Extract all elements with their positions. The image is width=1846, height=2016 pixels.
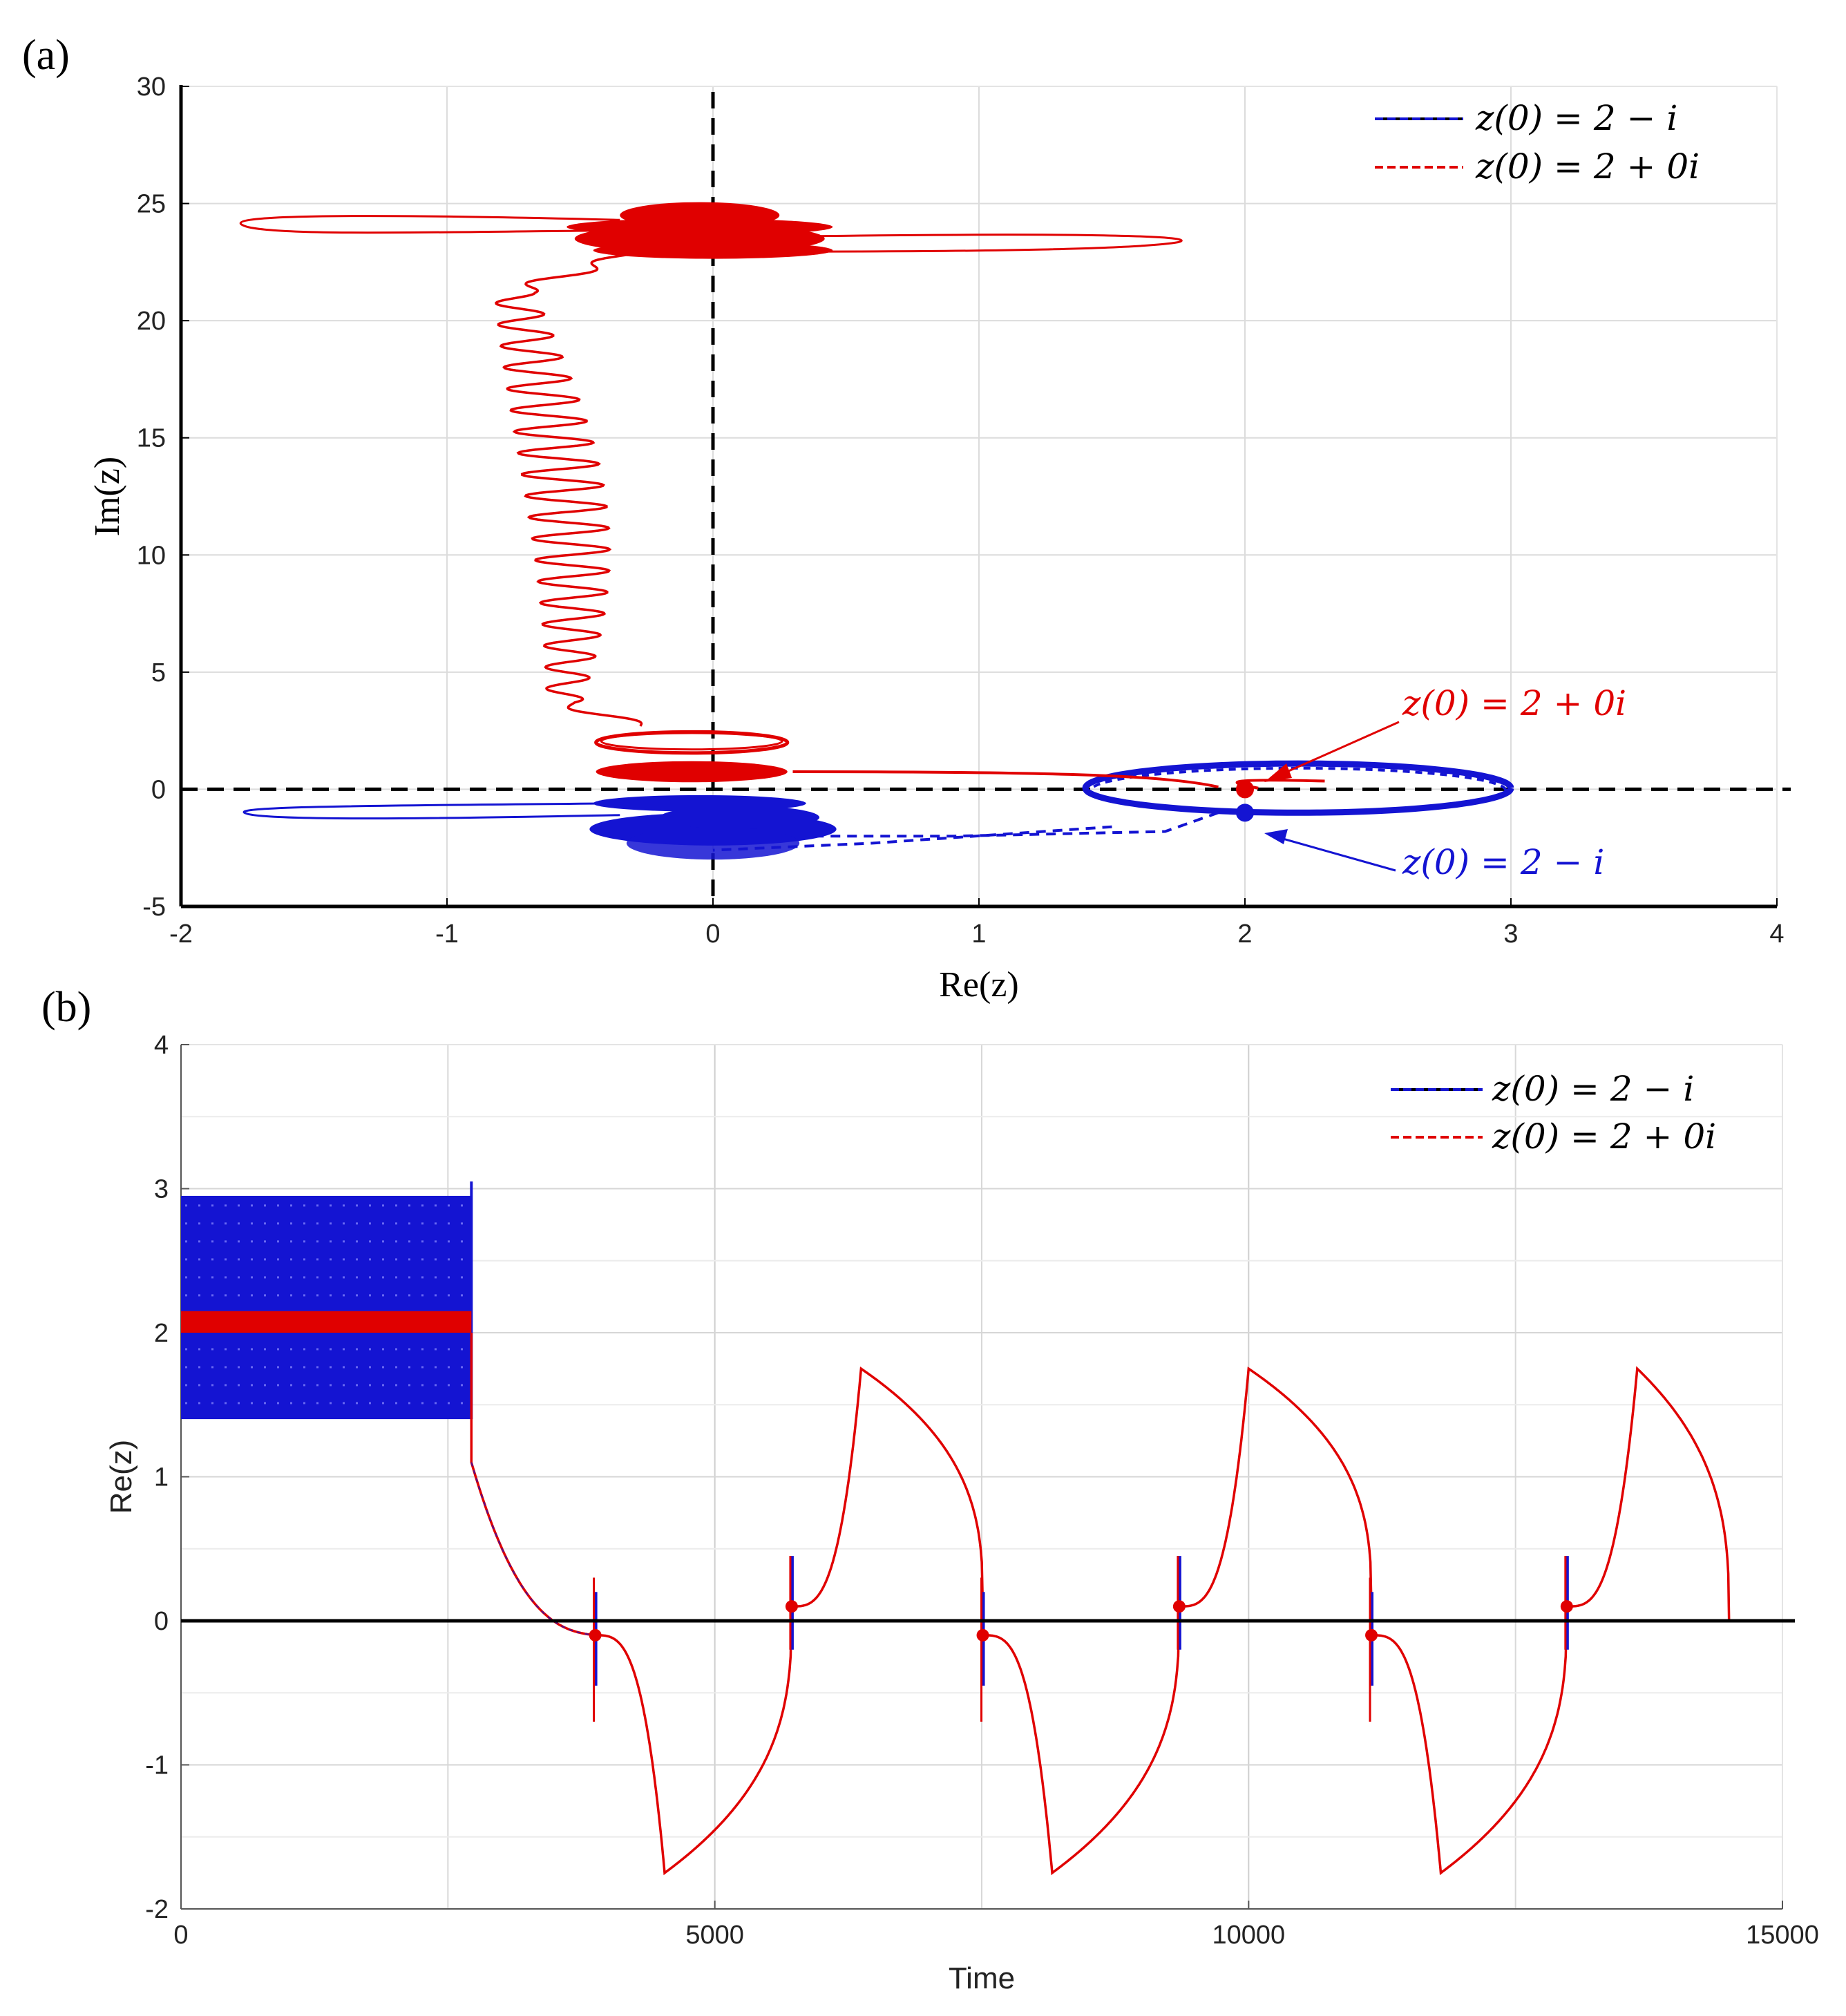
real-part-time-series-plot: (b) 0 5000 10000 15000 -2 -1 0 1 2 3 4 Time Re(z) z(0)… [41,984,1819,1995]
x-axis-title: Time [949,1961,1015,1995]
y-tick-label: 0 [154,1607,169,1636]
red-ring-loop-inner [600,732,783,751]
red-annotation-arrow-line [1274,721,1400,779]
blue-annotation-arrowhead [1264,829,1288,844]
legend-label-blue: z(0) = 2 − i [1492,1069,1694,1109]
red-crossing-marker [1172,1600,1186,1613]
blue-dashed-connection [766,811,1219,838]
red-lower-filled-loop [596,761,788,783]
blue-oscillation-band [181,1195,472,1420]
red-crossing-marker [976,1628,989,1642]
x-tick-label: 2 [1237,920,1252,949]
panel-label: (a) [22,32,70,79]
blue-cluster-lower [626,826,800,860]
blue-annotation-arrow-line [1277,836,1396,872]
red-crossing-marker [1560,1600,1573,1613]
y-tick-label: 20 [137,307,166,336]
y-tick-label: 10 [137,541,166,570]
y-axis-title: Re(z) [104,1440,138,1514]
y-tick-label: 0 [151,775,166,804]
y-tick-label: -1 [145,1751,169,1780]
x-tick-label: 0 [173,1921,188,1950]
panel-b: (b) 0 5000 10000 15000 -2 -1 0 1 2 3 4 Time Re(z) z(0)… [0,967,1846,2016]
legend-label-red: z(0) = 2 + 0i [1492,1116,1716,1157]
x-tick-label: -1 [435,920,459,949]
red-annotation-label: z(0) = 2 + 0i [1402,683,1626,723]
red-trajectory-line [470,1333,1731,1876]
panel-label: (b) [41,984,91,1031]
x-tick-label: 0 [705,920,720,949]
red-wiggly-path [495,254,643,727]
x-tick-label: 1 [971,920,986,949]
y-tick-label: 5 [151,658,166,687]
blue-cluster-right [660,806,819,830]
y-axis-title: Im(z) [88,457,127,536]
red-upper-cluster-bottom [593,242,833,259]
blue-start-marker [1236,803,1254,822]
red-annotation-arrowhead [1264,763,1292,782]
red-crossing-marker [589,1628,602,1642]
red-oscillation-band [181,1311,472,1333]
x-tick-label: 15000 [1746,1921,1819,1950]
y-tick-label: -5 [142,893,166,922]
x-tick-label: -2 [169,920,193,949]
legend-label-red: z(0) = 2 + 0i [1475,146,1700,187]
y-tick-label: 30 [137,73,166,102]
x-tick-label: 4 [1769,920,1784,949]
y-tick-label: 15 [137,424,166,453]
blue-left-loop [242,802,620,820]
blue-ellipse-dashed [1089,766,1507,815]
y-tick-label: 25 [137,190,166,219]
panel-a: (a) -2 -1 0 1 2 3 4 -5 0 5 10 15 20 25 30 Re(z) Im(z) z(0)… [22,32,1791,1005]
y-tick-label: 2 [154,1319,169,1348]
blue-dashed-connection [712,825,1112,852]
x-tick-label: 3 [1503,920,1518,949]
red-start-marker [1236,780,1254,799]
blue-annotation-label: z(0) = 2 − i [1402,842,1604,882]
red-upper-cluster-band [567,218,833,236]
x-tick-label: 5000 [685,1921,744,1950]
red-ring-loop [594,730,790,755]
y-tick-label: 3 [154,1175,169,1204]
red-left-loop [239,215,620,234]
red-crossing-marker [1365,1628,1378,1642]
complex-plane-trajectory-plot: (a) -2 -1 0 1 2 3 4 -5 0 5 10 15 20 25 30 Re(z) Im(z) z(0)… [22,32,1791,1005]
y-tick-label: -2 [145,1895,169,1924]
red-right-loop [806,234,1183,253]
red-connection-line [792,770,1219,788]
y-tick-label: 1 [154,1463,169,1492]
x-axis-title: Re(z) [939,965,1018,1005]
y-tick-label: 4 [154,1031,169,1060]
red-crossing-marker [785,1600,798,1613]
x-tick-label: 10000 [1212,1921,1285,1950]
legend-label-blue: z(0) = 2 − i [1475,98,1677,138]
